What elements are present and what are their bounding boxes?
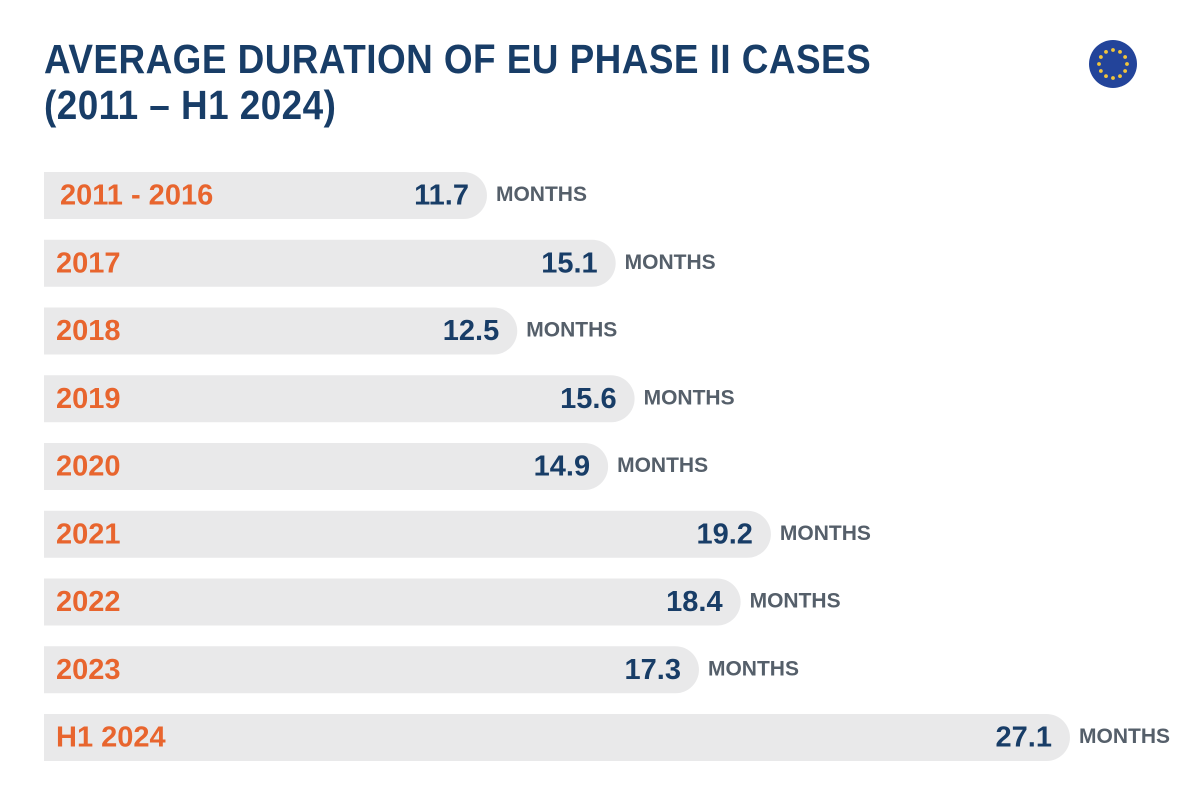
category-label: 2022 [56,586,121,618]
bar [44,239,616,287]
chart-title-line-2: (2011 – H1 2024) [44,82,337,128]
flag-star [1118,49,1122,54]
value-label: 14.9 [534,451,590,483]
bar-row: 2011 - 2016 11.7 MONTHS [44,172,587,219]
chart-title-line-1: AVERAGE DURATION OF EU PHASE II CASES [44,36,872,82]
category-label: 2023 [56,654,121,686]
unit-label: MONTHS [617,454,708,477]
category-label: 2018 [56,315,121,347]
bar-row: 2022 18.4 MONTHS [44,578,841,626]
value-label: 15.1 [541,247,597,279]
unit-label: MONTHS [644,386,735,409]
flag-star [1097,62,1101,66]
category-label: 2017 [56,247,121,279]
unit-label: MONTHS [708,657,799,680]
flag-star [1104,49,1108,54]
flag-star [1111,76,1115,80]
value-label: 17.3 [625,654,681,686]
bar [44,714,1070,761]
category-label: H1 2024 [56,722,166,754]
flag-star [1118,74,1122,79]
unit-label: MONTHS [496,183,587,206]
flag-star [1111,48,1115,52]
flag-star [1104,74,1108,79]
chart-title: AVERAGE DURATION OF EU PHASE II CASES (2… [44,36,871,128]
flag-star [1125,62,1129,66]
unit-label: MONTHS [780,522,871,545]
bar-row: 2020 14.9 MONTHS [44,443,708,490]
unit-label: MONTHS [1079,725,1170,748]
bar-row: H1 2024 27.1 MONTHS [44,714,1170,761]
bar-row: 2021 19.2 MONTHS [44,510,871,558]
bar [44,443,609,490]
flag-star [1098,55,1103,59]
bar [44,510,771,558]
category-label: 2011 - 2016 [60,180,213,212]
unit-label: MONTHS [750,590,841,613]
value-label: 19.2 [696,518,752,550]
value-label: 18.4 [666,586,722,618]
value-label: 11.7 [414,180,469,212]
value-label: 27.1 [996,722,1052,754]
bar-row: 2017 15.1 MONTHS [44,239,716,287]
flag-star [1098,69,1103,73]
category-label: 2020 [56,451,121,483]
bar [44,646,699,694]
unit-label: MONTHS [526,319,617,342]
bar [44,172,487,219]
eu-flag-icon [1089,40,1137,88]
bar [44,578,741,626]
bar-row: 2019 15.6 MONTHS [44,375,735,423]
bar [44,375,635,423]
flag-star [1123,69,1128,73]
value-label: 15.6 [560,383,616,415]
flag-star [1123,55,1128,59]
bar [44,307,518,355]
value-label: 12.5 [443,315,499,347]
category-label: 2019 [56,383,121,415]
bar-row: 2018 12.5 MONTHS [44,307,617,355]
bar-row: 2023 17.3 MONTHS [44,646,799,694]
unit-label: MONTHS [625,251,716,274]
category-label: 2021 [56,518,121,550]
